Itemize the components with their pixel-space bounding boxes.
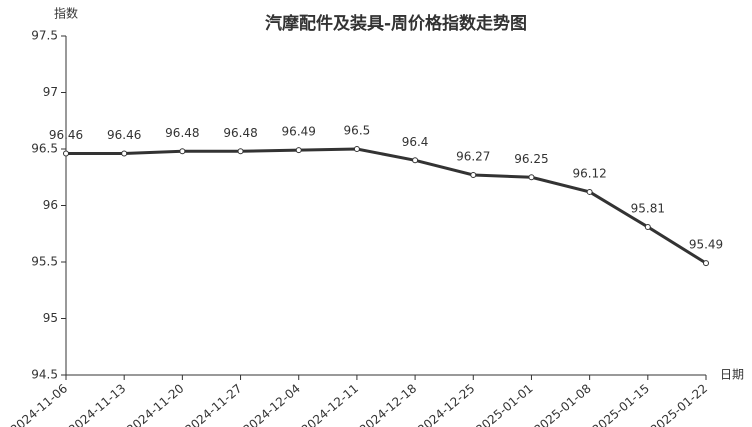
y-tick-label: 97	[43, 85, 58, 99]
line	[66, 147, 707, 265]
chart-title: 汽摩配件及装具-周价格指数走势图	[265, 13, 527, 34]
data-label: 96.48	[165, 126, 199, 140]
y-tick-label: 95.5	[31, 255, 58, 269]
x-tick-label: 2025-01-15	[590, 381, 652, 427]
point	[528, 174, 535, 181]
data-label: 95.49	[689, 238, 723, 252]
y-tick-label: 96	[43, 198, 58, 212]
y-axis-label: 指数	[54, 6, 78, 21]
point	[179, 148, 186, 155]
x-tick-label: 2025-01-22	[648, 381, 710, 427]
data-label: 96.12	[572, 166, 606, 180]
point	[353, 146, 360, 152]
data-label: 95.81	[631, 201, 665, 215]
x-tick-label: 2024-12-11	[299, 381, 361, 427]
x-tick-label: 2024-11-13	[66, 381, 128, 427]
point	[470, 171, 477, 178]
x-tick-label: 2025-01-01	[473, 381, 535, 427]
point	[121, 150, 128, 157]
x-axis-label: 日期	[720, 368, 744, 382]
data-label: 96.48	[223, 126, 257, 140]
x-tick-label: 2024-11-27	[182, 381, 244, 427]
data-label: 96.5	[344, 124, 371, 138]
data-label: 96.4	[402, 135, 429, 149]
x-tick-label: 2024-12-18	[357, 381, 419, 427]
point	[295, 147, 302, 154]
data-label: 96.25	[514, 152, 548, 166]
y-tick-label: 97.5	[31, 29, 58, 43]
data-label: 96.49	[282, 125, 316, 139]
point	[703, 260, 709, 267]
data-label: 96.46	[49, 128, 83, 142]
point	[586, 188, 593, 195]
y-tick-label: 95	[43, 311, 58, 325]
point	[644, 223, 651, 230]
x-tick-label: 2024-12-04	[240, 381, 302, 427]
point	[412, 157, 419, 164]
x-tick-label: 2024-11-06	[8, 381, 70, 427]
data-label: 96.46	[107, 128, 141, 142]
point	[237, 148, 244, 155]
data-label: 96.27	[456, 149, 490, 163]
x-tick-label: 2025-01-08	[531, 381, 593, 427]
y-tick-label: 94.5	[31, 368, 58, 382]
y-tick-label: 96.5	[31, 142, 58, 156]
x-tick-label: 2024-11-20	[124, 381, 186, 427]
x-tick-label: 2024-12-25	[415, 381, 477, 427]
point	[63, 150, 69, 157]
